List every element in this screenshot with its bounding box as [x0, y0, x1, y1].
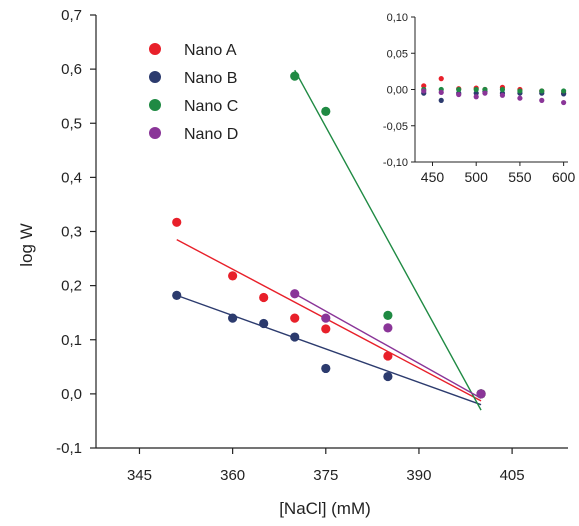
inset-axes: -0,10 -0,05 0,00 0,05 0,10 450 500 550 600: [383, 12, 576, 185]
data-point-nano-a: [228, 271, 238, 281]
inset-y-tick-label: 0,10: [387, 12, 408, 24]
data-point-nano-a: [321, 324, 331, 334]
data-point-nano-a: [383, 351, 393, 361]
inset-data-point-series-4: [499, 92, 506, 98]
inset-data-point-series-4: [473, 94, 479, 100]
x-tick-label: 375: [313, 467, 338, 484]
y-tick-label: -0,1: [56, 440, 82, 457]
y-tick-label: 0,4: [61, 169, 82, 186]
inset-data-point-series-4: [539, 97, 545, 103]
inset-data-point-series-3: [482, 86, 488, 93]
inset-y-tick-label: 0,05: [387, 48, 408, 60]
fit-line-nano-b: [176, 294, 482, 406]
inset-data-point-series-4: [517, 95, 523, 101]
inset-data-point-series-4: [438, 89, 444, 95]
inset-data-point-series-3: [539, 88, 545, 94]
legend-label-nano-c: Nano C: [184, 98, 238, 115]
inset-x-tick-label: 600: [552, 169, 576, 185]
inset-data-point-series-3: [517, 88, 523, 94]
data-point-nano-b: [290, 332, 300, 342]
x-tick-label: 405: [500, 467, 525, 484]
inset-data-point-series-4: [482, 90, 488, 96]
inset-data-point-series-4: [421, 88, 427, 94]
legend-label-nano-d: Nano D: [184, 126, 238, 143]
data-point-nano-c: [383, 310, 393, 320]
y-axis-label: log W: [17, 223, 36, 266]
data-point-nano-d: [290, 289, 300, 299]
inset-data-point-series-1: [421, 83, 427, 89]
x-axis-label: [NaCl] (mM): [279, 499, 371, 518]
inset-y-tick-label: 0,00: [387, 85, 408, 97]
inset-x-tick-label: 550: [508, 169, 532, 185]
inset-x-tick-label: 450: [421, 169, 445, 185]
data-point-nano-a: [172, 217, 182, 227]
data-point-nano-b: [259, 318, 269, 329]
inset-data-point-series-3: [499, 86, 506, 93]
data-point-nano-b: [228, 313, 238, 323]
data-point-nano-b: [383, 371, 393, 382]
inset-data-point-series-2: [473, 90, 479, 96]
data-point-nano-a: [290, 313, 300, 323]
y-tick-label: 0,6: [61, 61, 82, 78]
fit-line-nano-d: [294, 293, 482, 399]
y-tick-label: 0,2: [61, 278, 82, 295]
y-tick-label: 0,7: [61, 7, 82, 24]
x-tick-label: 390: [406, 467, 431, 484]
data-point-nano-d: [321, 313, 331, 323]
legend-marker-nano-b: [149, 71, 161, 83]
x-tick-label: 345: [127, 467, 152, 484]
main-data-points: [172, 71, 486, 399]
inset-data-point-series-4: [456, 91, 462, 98]
inset-y-tick-label: -0,10: [383, 157, 408, 169]
data-point-nano-d: [476, 389, 486, 399]
inset-data-point-series-4: [561, 99, 567, 106]
data-point-nano-b: [321, 363, 331, 374]
x-tick-label: 360: [220, 467, 245, 484]
y-tick-label: 0,1: [61, 332, 82, 349]
data-point-nano-b: [172, 290, 182, 300]
main-axes: -0,1 0,0 0,1 0,2 0,3 0,4 0,5 0,6 0,7 345 360 375 390…: [56, 7, 568, 484]
inset-data-point-series-2: [438, 97, 444, 103]
inset-chart: -0,10 -0,05 0,00 0,05 0,10 450 500 550 600: [383, 12, 576, 185]
inset-data-point-series-3: [456, 86, 462, 93]
data-point-nano-c: [321, 106, 331, 116]
legend-marker-nano-c: [149, 99, 161, 111]
main-chart: -0,1 0,0 0,1 0,2 0,3 0,4 0,5 0,6 0,7 345 360 375 390…: [17, 7, 568, 518]
inset-x-tick-label: 500: [465, 169, 489, 185]
legend-marker-nano-d: [149, 127, 161, 139]
fit-line-nano-c: [294, 69, 482, 411]
data-point-nano-d: [383, 323, 393, 333]
inset-data-points: [421, 76, 567, 106]
inset-data-point-series-3: [473, 86, 479, 93]
inset-data-point-series-3: [561, 88, 567, 94]
y-tick-label: 0,0: [61, 386, 82, 403]
legend-label-nano-a: Nano A: [184, 42, 237, 59]
data-point-nano-c: [290, 71, 300, 81]
y-tick-label: 0,5: [61, 115, 82, 132]
inset-y-tick-label: -0,05: [383, 121, 408, 133]
inset-data-point-series-1: [438, 76, 444, 82]
legend-marker-nano-a: [149, 43, 161, 55]
main-fit-lines: [176, 69, 482, 411]
y-tick-label: 0,3: [61, 224, 82, 241]
legend-label-nano-b: Nano B: [184, 70, 237, 87]
legend: Nano A Nano B Nano C Nano D: [149, 42, 238, 143]
data-point-nano-a: [259, 292, 269, 303]
